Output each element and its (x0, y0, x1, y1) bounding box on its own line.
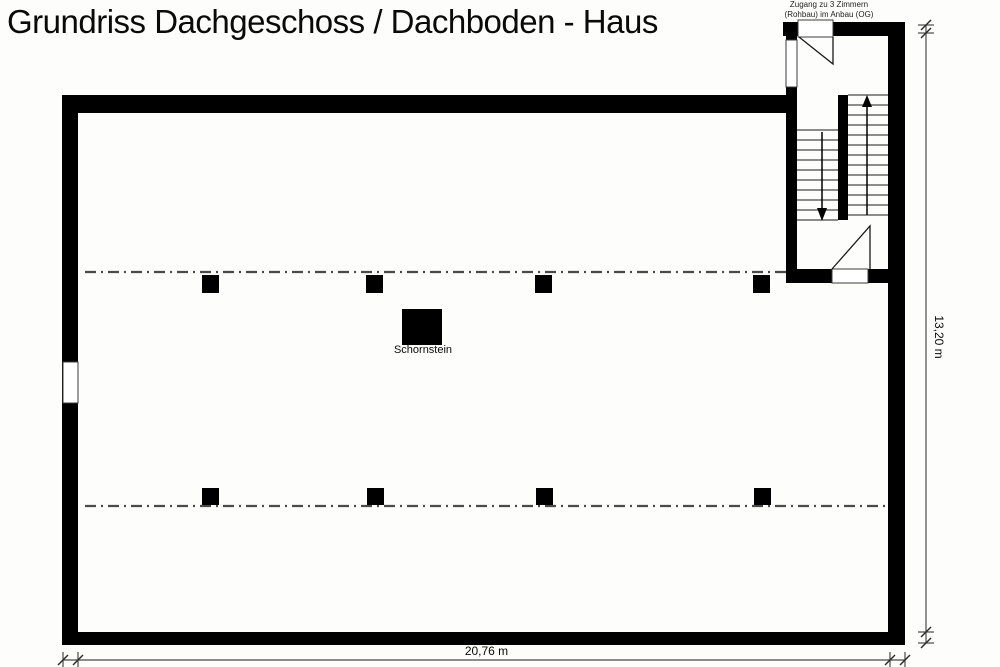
post (366, 275, 383, 293)
dimension-line-height (918, 19, 934, 649)
post (535, 275, 552, 293)
post (753, 275, 770, 293)
dim-slash (920, 27, 932, 39)
stair-direction-arrow-down (817, 132, 827, 221)
dimension-height-label: 13,20 m (932, 315, 946, 359)
arrow-up-head (862, 95, 872, 107)
stairwell-top-door-opening (797, 19, 834, 38)
post (536, 488, 553, 505)
wall-right (888, 22, 905, 645)
arrow-down-head (817, 208, 827, 221)
annex-access-note-line1: Zugang zu 3 Zimmern (789, 0, 869, 9)
page-title: Grundriss Dachgeschoss / Dachboden - Hau… (7, 3, 658, 40)
dimension-width-label: 20,76 m (464, 644, 509, 658)
stair-flight-down-treads (797, 129, 838, 221)
dim-slash (884, 654, 896, 666)
stairwell-walls (783, 22, 905, 283)
stairwell-bottom-door-opening (831, 268, 869, 284)
left-wall-window (62, 361, 79, 404)
stairwell-left-window (785, 39, 798, 88)
outer-walls (62, 22, 905, 645)
post (367, 488, 384, 505)
post (754, 488, 771, 505)
dim-slash (72, 654, 84, 666)
door-swing-top (798, 36, 834, 66)
post (202, 488, 219, 505)
post (202, 275, 219, 293)
dim-slash (920, 626, 932, 638)
wall-top (62, 95, 787, 113)
door-swing-bottom (831, 224, 871, 270)
stair-direction-arrow-up (862, 95, 872, 215)
annex-access-note: Zugang zu 3 Zimmern (Rohbau) im Anbau (O… (763, 0, 895, 19)
dim-slash (920, 19, 932, 31)
stairwell-spine-wall (838, 95, 848, 220)
chimney (402, 309, 442, 345)
dimension-line-width (57, 652, 911, 667)
annex-access-note-line2: (Rohbau) im Anbau (OG) (784, 9, 874, 19)
stair-flight-up-treads (848, 94, 888, 216)
chimney-label: Schornstein (393, 344, 453, 356)
dim-slash (899, 654, 911, 666)
dim-slash (57, 654, 69, 666)
stairwell-wall-left (786, 22, 797, 270)
dim-slash (920, 637, 932, 649)
wall-bottom (62, 632, 905, 645)
roof-posts (202, 275, 771, 505)
wall-openings (62, 19, 869, 404)
